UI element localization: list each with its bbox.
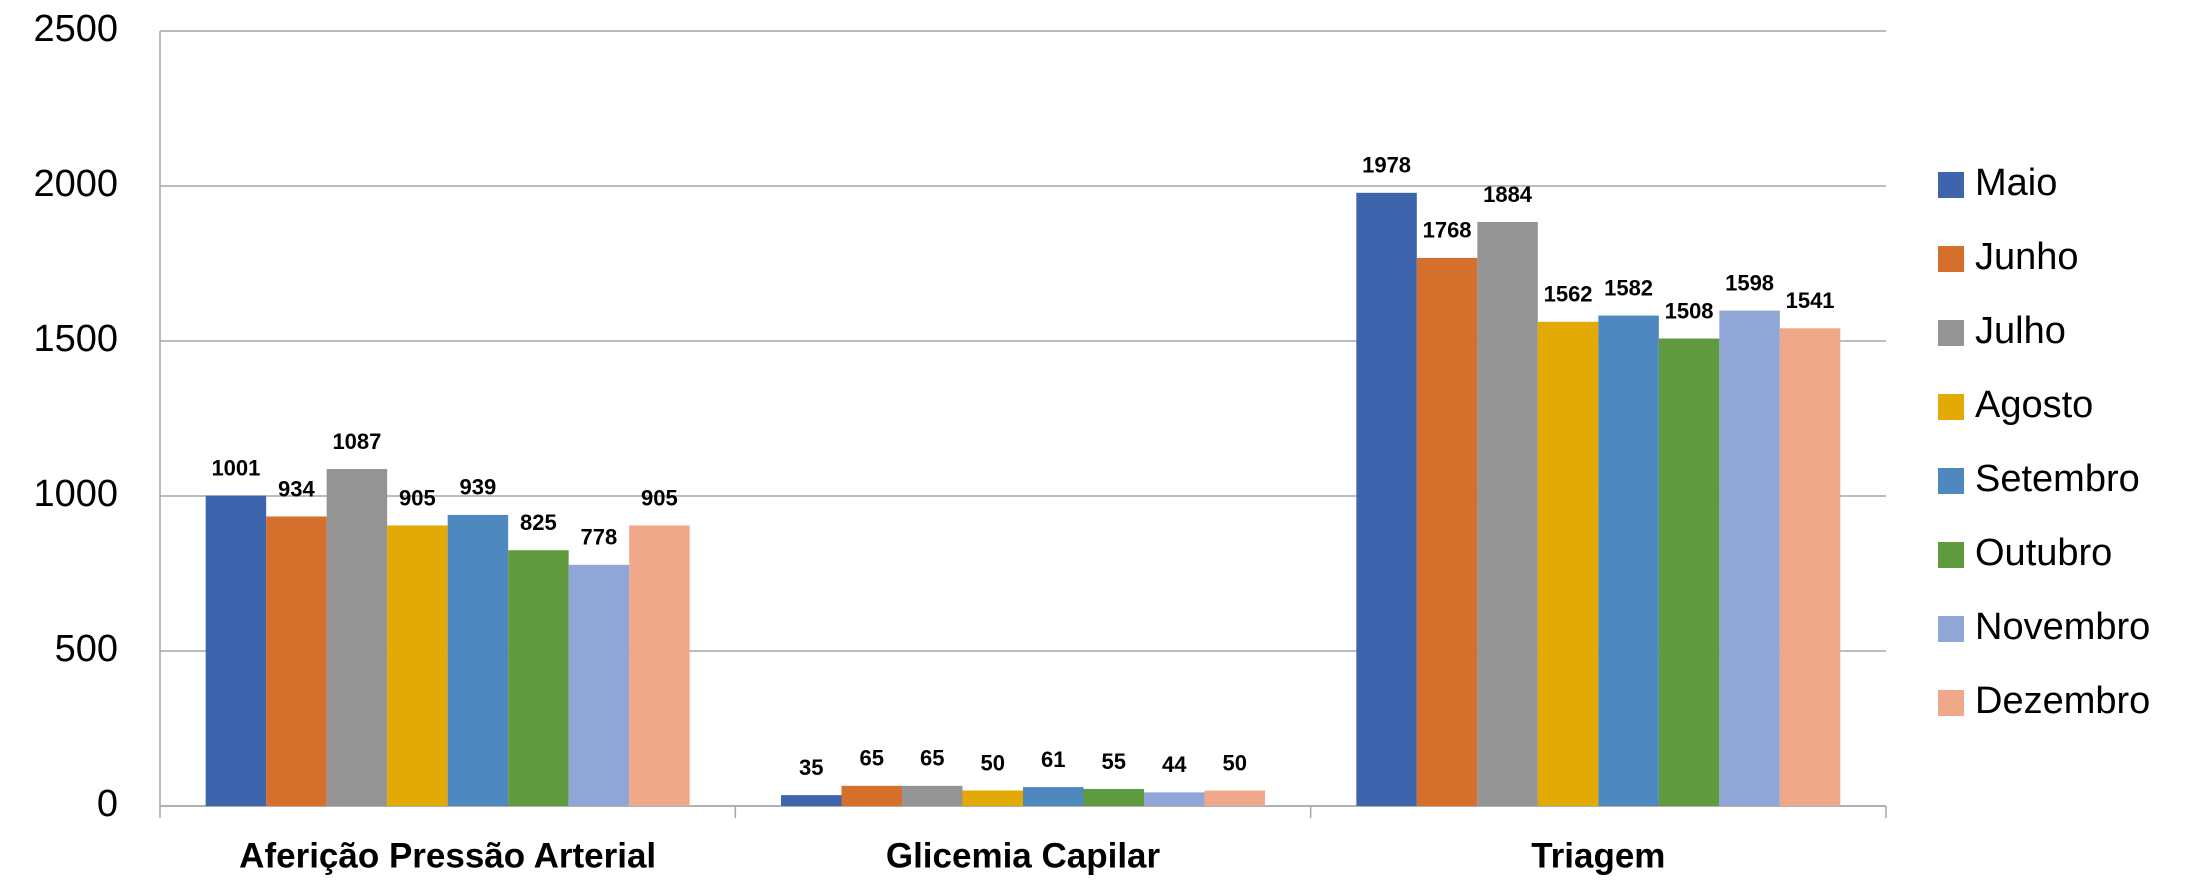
data-label: 44 [1162,752,1187,777]
bar [1537,321,1599,806]
bar [326,469,388,806]
data-label: 1768 [1423,218,1472,243]
data-label: 1001 [211,456,260,481]
y-tick-label: 2000 [33,163,118,205]
data-label: 1884 [1483,182,1533,207]
legend-label: Outubro [1975,532,2112,574]
y-tick-label: 2500 [33,8,118,50]
data-label: 35 [799,755,823,780]
legend-label: Agosto [1975,384,2093,426]
bar [1144,792,1205,806]
data-label: 1562 [1544,282,1593,307]
bar [1416,257,1478,806]
y-tick-label: 1000 [33,473,118,515]
data-label: 65 [860,746,884,771]
legend-swatch [1938,246,1964,272]
legend-swatch [1938,320,1964,346]
data-label: 61 [1041,747,1065,772]
data-label: 1582 [1604,275,1653,300]
data-label: 1508 [1665,298,1714,323]
data-label: 55 [1102,749,1126,774]
x-tick-label: Triagem [1531,836,1665,875]
legend-label: Novembro [1975,606,2150,648]
data-label: 50 [1223,750,1247,775]
legend-swatch [1938,172,1964,198]
bar [1204,790,1265,806]
bar [629,525,690,806]
bar [447,514,509,806]
legend-swatch [1938,394,1964,420]
bar [1598,315,1659,806]
bar [387,525,448,806]
y-tick-label: 1500 [33,318,118,360]
bar [1356,192,1417,806]
data-label: 1598 [1725,270,1774,295]
legend-label: Julho [1975,310,2066,352]
data-label: 934 [278,476,315,501]
legend-swatch [1938,468,1964,494]
data-label: 778 [581,525,618,550]
bar [266,516,327,806]
legend-swatch [1938,690,1964,716]
bar [1658,338,1720,806]
x-tick-label: Glicemia Capilar [886,836,1161,875]
data-label: 1978 [1362,153,1411,178]
legend-label: Dezembro [1975,680,2150,722]
data-label: 825 [520,510,557,535]
data-label: 905 [399,485,436,510]
bar [902,785,963,806]
bar [1083,788,1144,806]
data-label: 939 [460,475,497,500]
bar [781,795,842,806]
bar [568,564,630,806]
data-label: 1541 [1786,288,1835,313]
bar [841,785,902,806]
x-tick-label: Aferição Pressão Arterial [239,836,656,875]
bar [1477,221,1538,806]
legend-label: Maio [1975,162,2057,204]
bar [1023,787,1084,806]
y-tick-label: 500 [55,628,118,670]
data-label: 905 [641,485,678,510]
legend-label: Junho [1975,236,2079,278]
bar [1779,328,1841,806]
data-label: 1087 [332,429,381,454]
bar [962,790,1023,806]
legend-label: Setembro [1975,458,2140,500]
bar [1719,310,1780,806]
data-label: 50 [981,750,1005,775]
bar [508,550,569,806]
y-tick-label: 0 [97,783,118,825]
data-label: 65 [920,746,944,771]
legend-swatch [1938,542,1964,568]
bar [205,495,267,806]
legend-swatch [1938,616,1964,642]
